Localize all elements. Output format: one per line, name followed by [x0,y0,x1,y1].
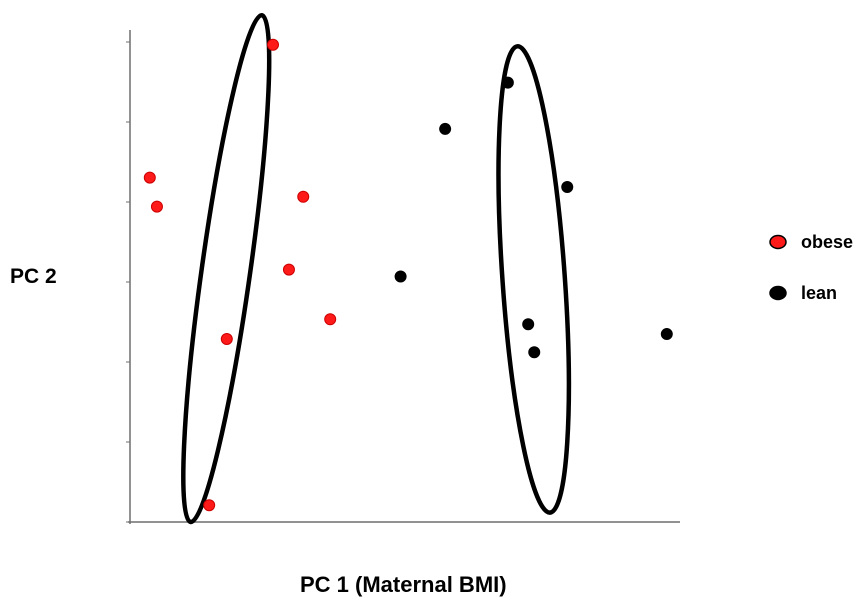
point-lean [394,270,407,283]
point-lean [561,180,574,193]
data-points [143,38,673,512]
point-lean [439,122,452,135]
point-obese [143,171,156,184]
point-lean [528,346,541,359]
point-obese [150,200,163,213]
y-axis-label: PC 2 [10,265,57,288]
point-lean [660,328,673,341]
legend-marker-obese [769,234,787,250]
cluster-ellipse-1 [181,12,272,525]
cluster-ellipses [181,12,572,525]
point-obese [282,263,295,276]
legend-label-obese: obese [801,232,853,252]
legend-marker-lean [769,285,787,301]
point-obese [203,499,216,512]
point-obese [267,38,279,51]
point-obese [220,332,233,345]
legend-label-lean: lean [801,283,837,303]
point-obese [297,190,310,203]
x-axis-label: PC 1 (Maternal BMI) [300,572,507,597]
axes [126,30,680,524]
point-lean [522,318,535,331]
point-obese [324,313,337,326]
legend: obese lean [769,232,853,303]
point-lean [501,76,514,89]
cluster-ellipse-2 [496,44,572,515]
